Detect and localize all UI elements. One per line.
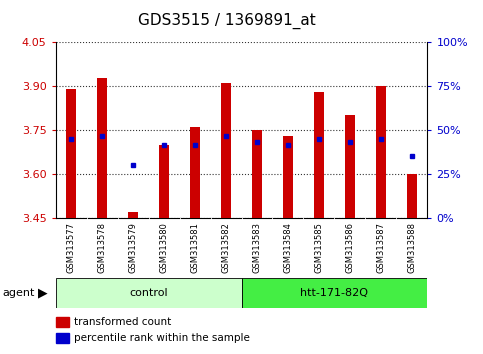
Bar [252,130,262,218]
Text: GSM313585: GSM313585 [314,222,324,273]
Bar [242,278,427,308]
Text: transformed count: transformed count [74,317,171,327]
Text: GSM313577: GSM313577 [67,222,75,273]
Bar [283,136,293,218]
Text: GSM313588: GSM313588 [408,222,416,273]
Text: GSM313582: GSM313582 [222,222,230,273]
Bar [158,145,170,218]
Bar [221,84,231,218]
Text: control: control [129,288,168,298]
Text: GSM313583: GSM313583 [253,222,261,273]
Text: GSM313587: GSM313587 [376,222,385,273]
Bar [128,212,139,218]
Bar [344,115,355,218]
Bar [66,89,76,218]
Text: GSM313584: GSM313584 [284,222,293,273]
Text: GSM313578: GSM313578 [98,222,107,273]
Bar [97,78,107,218]
Text: GSM313581: GSM313581 [190,222,199,273]
Bar [56,278,242,308]
Text: GSM313586: GSM313586 [345,222,355,273]
Text: percentile rank within the sample: percentile rank within the sample [74,333,250,343]
Bar [190,127,200,218]
Bar [376,86,386,218]
Text: GSM313580: GSM313580 [159,222,169,273]
Bar [407,174,417,218]
Text: agent: agent [2,288,35,298]
Text: htt-171-82Q: htt-171-82Q [300,288,369,298]
Bar [313,92,325,218]
Text: ▶: ▶ [38,287,47,299]
Text: GSM313579: GSM313579 [128,222,138,273]
Text: GDS3515 / 1369891_at: GDS3515 / 1369891_at [138,12,316,29]
